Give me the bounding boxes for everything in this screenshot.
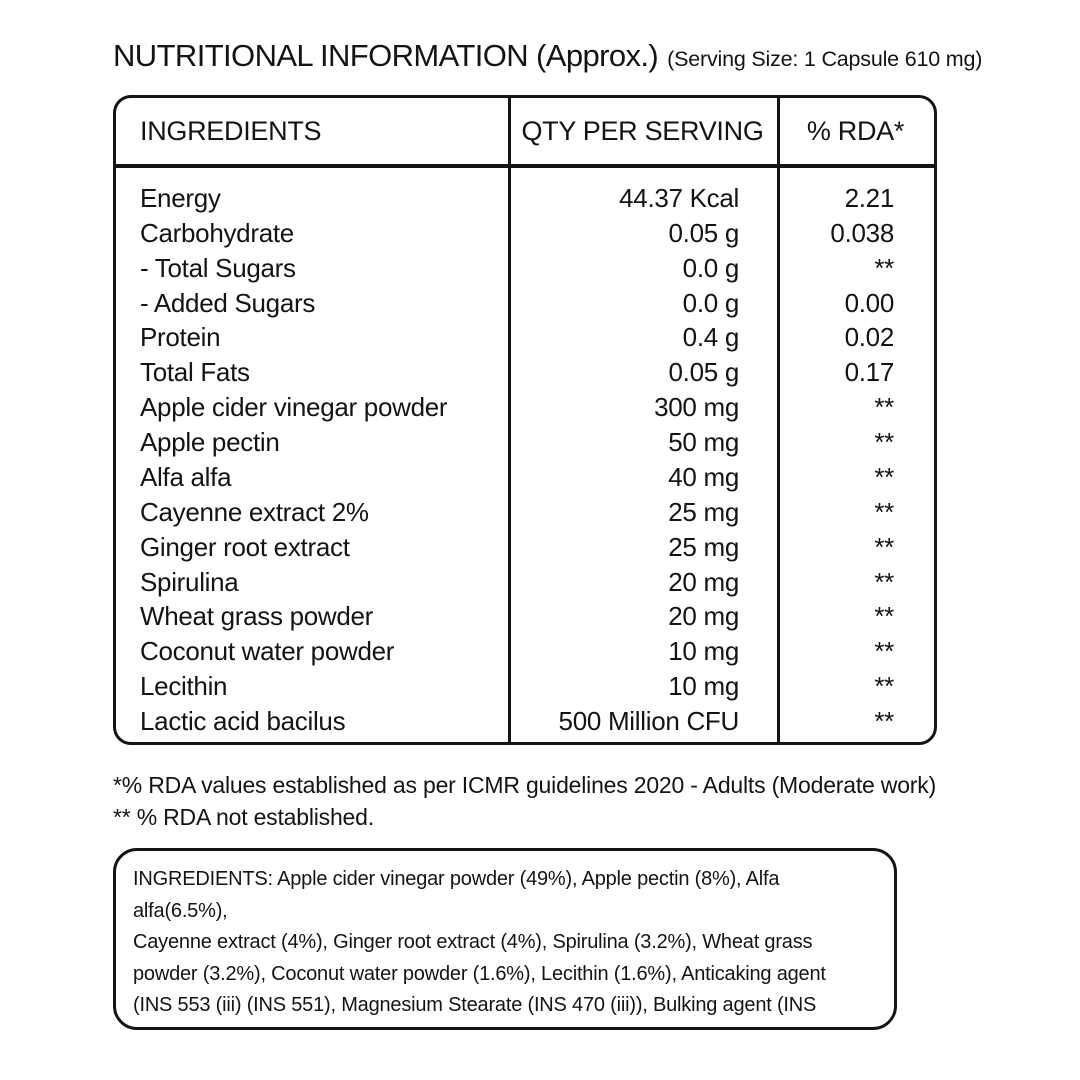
ingredient-name: Cayenne extract 2%: [140, 496, 369, 527]
ingredient-rda: 2.21: [844, 182, 895, 213]
ingredient-qty: 10 mg: [668, 636, 739, 667]
ingredients-line: alfa(6.5%),: [133, 899, 228, 922]
footnote-rda-established: *% RDA values established as per ICMR gu…: [113, 772, 937, 798]
ingredient-rda: 0.038: [830, 217, 894, 248]
ingredient-rda: **: [874, 706, 894, 737]
ingredient-name: Coconut water powder: [140, 636, 395, 667]
table-body: Energy 44.37 Kcal 2.21 Carbohydrate 0.05…: [116, 168, 934, 742]
ingredient-rda: **: [874, 531, 894, 562]
ingredient-qty: 50 mg: [668, 427, 739, 458]
ingredient-rda: **: [874, 636, 894, 667]
ingredient-qty: 500 Million CFU: [558, 706, 740, 737]
ingredient-name: Spirulina: [140, 566, 239, 597]
ingredient-qty: 0.0 g: [682, 252, 740, 283]
ingredient-rda: **: [874, 461, 894, 492]
ingredient-name: Total Fats: [140, 357, 250, 388]
ingredient-rda: 0.02: [844, 322, 895, 353]
ingredient-rda: **: [874, 566, 894, 597]
ingredients-list-box: INGREDIENTS: Apple cider vinegar powder …: [113, 848, 897, 1030]
ingredient-name: Apple pectin: [140, 427, 280, 458]
ingredient-rda: 0.00: [844, 287, 895, 318]
ingredient-name: - Added Sugars: [140, 287, 316, 318]
nutrition-table: INGREDIENTS QTY PER SERVING % RDA* Energ…: [113, 95, 937, 745]
ingredient-name: Protein: [140, 322, 221, 353]
ingredients-line: INGREDIENTS: Apple cider vinegar powder …: [133, 868, 780, 890]
ingredient-qty: 40 mg: [668, 461, 739, 492]
ingredient-name: Alfa alfa: [140, 461, 232, 492]
ingredient-qty: 0.05 g: [668, 217, 740, 248]
ingredient-name: Apple cider vinegar powder: [140, 392, 448, 423]
column-divider-2: [777, 98, 780, 742]
ingredient-qty: 0.4 g: [682, 322, 740, 353]
ingredient-qty: 300 mg: [654, 392, 739, 423]
serving-size-note: (Serving Size: 1 Capsule 610 mg): [667, 47, 983, 71]
ingredients-line: (INS 553 (iii) (INS 551), Magnesium Stea…: [133, 994, 817, 1017]
ingredient-rda: **: [874, 427, 894, 458]
ingredient-rda: **: [874, 601, 894, 632]
header-qty-per-serving: QTY PER SERVING: [521, 115, 764, 146]
ingredient-qty: 25 mg: [668, 531, 739, 562]
ingredient-qty: 25 mg: [668, 496, 739, 527]
footnote-rda-not-established: ** % RDA not established.: [113, 804, 374, 830]
ingredient-name: Carbohydrate: [140, 217, 294, 248]
rda-footnotes: *% RDA values established as per ICMR gu…: [113, 769, 936, 833]
ingredient-rda: **: [874, 392, 894, 423]
column-divider-1: [508, 98, 511, 742]
ingredient-name: Energy: [140, 182, 221, 213]
ingredients-line: powder (3.2%), Coconut water powder (1.6…: [133, 962, 826, 985]
ingredient-qty: 0.0 g: [682, 287, 740, 318]
ingredient-name: Lecithin: [140, 671, 228, 702]
ingredient-rda: **: [874, 496, 894, 527]
ingredient-qty: 0.05 g: [668, 357, 740, 388]
table-header-row: INGREDIENTS QTY PER SERVING % RDA*: [116, 98, 934, 168]
ingredient-rda: 0.17: [844, 357, 895, 388]
title-main: NUTRITIONAL INFORMATION (Approx.): [113, 38, 659, 73]
ingredient-qty: 20 mg: [668, 566, 739, 597]
ingredient-qty: 20 mg: [668, 601, 739, 632]
ingredient-name: Wheat grass powder: [140, 601, 374, 632]
ingredients-line: Cayenne extract (4%), Ginger root extrac…: [133, 931, 813, 954]
header-rda: % RDA*: [806, 115, 905, 146]
ingredient-rda: **: [874, 671, 894, 702]
header-ingredients: INGREDIENTS: [140, 115, 322, 146]
ingredient-qty: 10 mg: [668, 671, 739, 702]
page-title: NUTRITIONAL INFORMATION (Approx.) (Servi…: [113, 38, 982, 74]
ingredient-name: - Total Sugars: [140, 252, 296, 283]
ingredient-rda: **: [874, 252, 894, 283]
ingredient-name: Ginger root extract: [140, 531, 350, 562]
ingredient-qty: 44.37 Kcal: [619, 182, 739, 213]
ingredient-name: Lactic acid bacilus: [140, 706, 346, 737]
